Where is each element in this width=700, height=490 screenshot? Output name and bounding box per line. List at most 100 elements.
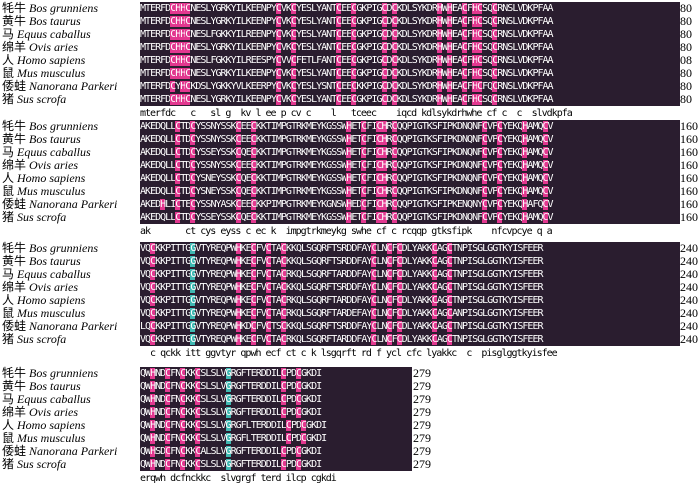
species-chinese-name: 牦牛 xyxy=(2,241,27,255)
sequence-row: MTERFDCHHCNESLYGRKYILKEENPYCVKCYESLYANTC… xyxy=(140,93,680,106)
species-latin-name: Bos taurus xyxy=(26,379,81,393)
species-label: 黄牛 Bos taurus xyxy=(2,380,140,393)
species-label: 马 Equus caballus xyxy=(2,28,140,41)
position-number: 240 xyxy=(680,332,698,346)
position-number: 279 xyxy=(413,457,431,471)
species-chinese-name: 猪 xyxy=(2,210,15,224)
species-latin-name: Equus caballus xyxy=(14,27,91,41)
sequence-row: VQCKKPITTGGVTYREQPWHKECFVCTACRKQLSGQRFTA… xyxy=(140,333,680,346)
species-label: 马 Equus caballus xyxy=(2,393,140,406)
species-chinese-name: 绵羊 xyxy=(2,40,27,54)
species-label: 猪 Sus scrofa xyxy=(2,211,140,224)
sequence-row: QWHNDCFNCKKCSLSLVGRGFTERDDILCPDCGKDI xyxy=(140,458,412,471)
position-number: 80 xyxy=(680,79,692,93)
consensus-line: ak ct cys eyss c ec k impgtrkmeykg swhe … xyxy=(140,226,553,237)
species-chinese-name: 鼠 xyxy=(2,431,15,445)
species-latin-name: Sus scrofa xyxy=(14,332,67,346)
species-latin-name: Mus musculus xyxy=(14,184,86,198)
species-label: 绵羊 Ovis aries xyxy=(2,406,140,419)
consensus-line: mterfdc c sl g kv l ee p cv c l tceec iq… xyxy=(140,108,573,119)
species-latin-name: Mus musculus xyxy=(14,431,86,445)
sequence-row: MTERFDCHHCNESLYGRKYILKEENPYCVKCYESLYANTC… xyxy=(140,41,680,54)
position-number: 160 xyxy=(680,145,698,159)
species-label: 马 Equus caballus xyxy=(2,268,140,281)
position-number: 80 xyxy=(680,14,692,28)
sequence-row: AKEDQLLCTDCYSNEYSSKCQECKKTIMPGTRKMEYKGSS… xyxy=(140,185,680,198)
position-number: 80 xyxy=(680,66,692,80)
species-chinese-name: 黄牛 xyxy=(2,254,27,268)
sequence-row: VQCKKPITTGGVTYREQPWHKECFVCTACRKQLSGQRFTA… xyxy=(140,294,680,307)
species-chinese-name: 绵羊 xyxy=(2,405,27,419)
species-latin-name: Sus scrofa xyxy=(14,210,67,224)
position-number: 80 xyxy=(680,1,692,15)
species-latin-name: Equus caballus xyxy=(14,392,91,406)
sequence-row: AKEDQLLCTDCYSSNYSSKCEECKKTIMPGTRKMEYKGSS… xyxy=(140,120,680,133)
species-chinese-name: 人 xyxy=(2,418,15,432)
sequence-row: QWHNDCFNCKKCSLSLVGRGFLTERDDILCPDCGKDI xyxy=(140,432,412,445)
species-chinese-name: 绵羊 xyxy=(2,158,27,172)
species-chinese-name: 鼠 xyxy=(2,184,15,198)
sequence-row: AKEDQLLCTDCYSSEYSSKCQECKKTIMPGTRKMEYKGSS… xyxy=(140,211,680,224)
species-latin-name: Homo sapiens xyxy=(14,293,86,307)
species-label: 马 Equus caballus xyxy=(2,146,140,159)
species-latin-name: Homo sapiens xyxy=(14,171,86,185)
consensus-line: c qckk itt ggvtyr qpwh ecf ct c k lsgqrf… xyxy=(140,348,558,359)
sequence-row: AKEDQLLCTDCYSSNYSSKCEECKKTIMPGTRKMEYKGSS… xyxy=(140,133,680,146)
position-number: 08 xyxy=(680,53,692,67)
species-latin-name: Homo sapiens xyxy=(14,53,86,67)
species-label: 猪 Sus scrofa xyxy=(2,458,140,471)
species-chinese-name: 马 xyxy=(2,27,15,41)
species-label: 人 Homo sapiens xyxy=(2,419,140,432)
species-latin-name: Bos grunniens xyxy=(26,241,99,255)
sequence-row: QWHNDCFNCKKCSLSLVGRGFTERDDILCPDCGKDI xyxy=(140,406,412,419)
sequence-row: AKEDQLLCTDCYSSEYSSKCQECKKTIMPGTRKMEYKGSS… xyxy=(140,146,680,159)
species-latin-name: Ovis aries xyxy=(26,158,79,172)
species-label: 鼠 Mus musculus xyxy=(2,432,140,445)
sequence-row: VQCKKPITTGGVTYREQPWHKECFVCTACKKQLSGQRFTS… xyxy=(140,255,680,268)
species-latin-name: Bos grunniens xyxy=(26,119,99,133)
species-label: 黄牛 Bos taurus xyxy=(2,15,140,28)
species-latin-name: Nanorana Parkeri xyxy=(26,444,118,458)
sequence-row: QWHNDCFNCKKCSLSLVGRGFTERDDILCPDCGKDI xyxy=(140,393,412,406)
species-chinese-name: 倭蛙 xyxy=(2,444,27,458)
species-latin-name: Homo sapiens xyxy=(14,418,86,432)
species-latin-name: Bos grunniens xyxy=(26,1,99,15)
species-latin-name: Mus musculus xyxy=(14,66,86,80)
position-number: 160 xyxy=(680,158,698,172)
species-label: 倭蛙 Nanorana Parkeri xyxy=(2,80,140,93)
species-chinese-name: 牦牛 xyxy=(2,119,27,133)
species-chinese-name: 鼠 xyxy=(2,66,15,80)
position-number: 80 xyxy=(680,92,692,106)
species-latin-name: Bos taurus xyxy=(26,254,81,268)
position-number: 240 xyxy=(680,306,698,320)
species-chinese-name: 人 xyxy=(2,293,15,307)
position-number: 279 xyxy=(413,379,431,393)
species-chinese-name: 人 xyxy=(2,171,15,185)
species-label: 倭蛙 Nanorana Parkeri xyxy=(2,198,140,211)
position-number: 240 xyxy=(680,280,698,294)
species-latin-name: Sus scrofa xyxy=(14,457,67,471)
species-label: 人 Homo sapiens xyxy=(2,294,140,307)
species-latin-name: Sus scrofa xyxy=(14,92,67,106)
position-number: 279 xyxy=(413,418,431,432)
position-number: 279 xyxy=(413,366,431,380)
species-chinese-name: 牦牛 xyxy=(2,366,27,380)
species-latin-name: Nanorana Parkeri xyxy=(26,319,118,333)
sequence-row: VQCKKPITTGGVTYREQPWHKECFVCTACKKQLSGQRFTS… xyxy=(140,242,680,255)
species-chinese-name: 牦牛 xyxy=(2,1,27,15)
species-chinese-name: 黄牛 xyxy=(2,379,27,393)
position-number: 279 xyxy=(413,431,431,445)
species-label: 黄牛 Bos taurus xyxy=(2,255,140,268)
sequence-row: AKEDQLLCTDCYSSNYSSKCEECKKTIMPGTRKMEYKGSS… xyxy=(140,159,680,172)
position-number: 80 xyxy=(680,40,692,54)
species-label: 鼠 Mus musculus xyxy=(2,67,140,80)
species-latin-name: Equus caballus xyxy=(14,145,91,159)
position-number: 160 xyxy=(680,210,698,224)
species-chinese-name: 倭蛙 xyxy=(2,79,27,93)
position-number: 240 xyxy=(680,241,698,255)
position-number: 160 xyxy=(680,119,698,133)
sequence-row: AKEDHLICTECYSSNYASKCEECKKPIMPGTRKMEYKGNS… xyxy=(140,198,680,211)
species-chinese-name: 猪 xyxy=(2,92,15,106)
position-number: 240 xyxy=(680,267,698,281)
species-label: 绵羊 Ovis aries xyxy=(2,281,140,294)
